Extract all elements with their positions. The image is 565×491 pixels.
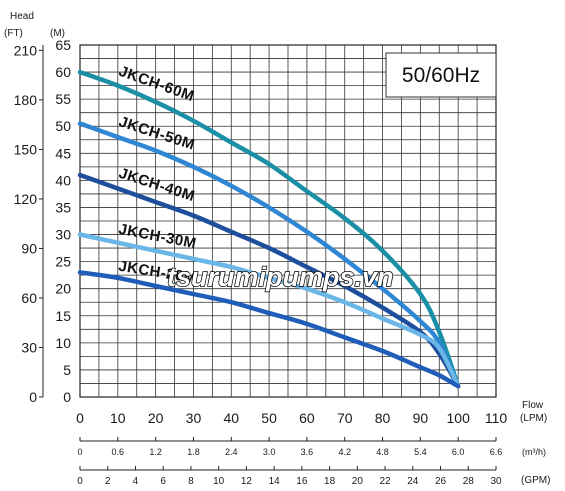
x-tick-label-lpm: 10 <box>110 410 126 426</box>
gpm-tick-label: 26 <box>435 476 447 487</box>
y-tick-label-m: 30 <box>55 227 71 243</box>
x-tick-label-lpm: 110 <box>485 410 508 426</box>
gpm-tick-label: 30 <box>490 476 502 487</box>
gpm-tick-label: 0 <box>77 476 83 487</box>
y-tick-label-m: 55 <box>55 91 71 107</box>
m3h-tick-label: 5.4 <box>414 447 427 457</box>
gpm-tick-label: 16 <box>296 476 308 487</box>
x-tick-label-lpm: 40 <box>223 410 239 426</box>
x-tick-label-lpm: 50 <box>261 410 277 426</box>
y-tick-label-ft: 180 <box>14 92 38 108</box>
x-tick-label-lpm: 60 <box>299 410 315 426</box>
y-tick-label-ft: 60 <box>21 290 37 306</box>
gpm-tick-label: 4 <box>133 476 139 487</box>
m3h-axis-unit: (m³/h) <box>522 447 546 457</box>
performance-curves <box>77 69 461 389</box>
y-tick-label-ft: 90 <box>21 240 37 256</box>
y-tick-label-m: 65 <box>55 37 71 53</box>
m3h-tick-label: 2.4 <box>225 447 238 457</box>
gpm-tick-label: 2 <box>105 476 111 487</box>
y-tick-label-m: 20 <box>55 281 71 297</box>
y-tick-label-m: 40 <box>55 172 71 188</box>
gpm-tick-label: 10 <box>213 476 225 487</box>
y-tick-label-m: 60 <box>55 64 71 80</box>
m3h-tick-label: 1.8 <box>187 447 200 457</box>
frequency-badge: 50/60Hz <box>402 64 480 87</box>
y-tick-label-m: 5 <box>63 362 71 378</box>
gpm-tick-label: 8 <box>188 476 194 487</box>
x-tick-label-lpm: 30 <box>186 410 202 426</box>
gpm-tick-label: 12 <box>241 476 253 487</box>
gpm-axis-unit: (GPM) <box>521 475 550 486</box>
y-tick-label-m: 25 <box>55 254 71 270</box>
m3h-tick-label: 6.6 <box>490 447 503 457</box>
y-axis-header: Head <box>10 11 34 22</box>
gpm-tick-label: 6 <box>160 476 166 487</box>
m3h-tick-label: 4.2 <box>338 447 351 457</box>
y-tick-label-ft: 0 <box>29 389 37 405</box>
y-tick-label-m: 50 <box>55 118 71 134</box>
m3h-tick-label: 4.8 <box>376 447 389 457</box>
y-tick-label-ft: 120 <box>14 191 38 207</box>
gpm-tick-label: 20 <box>352 476 364 487</box>
gpm-tick-label: 14 <box>269 476 281 487</box>
y-tick-label-m: 0 <box>63 389 71 405</box>
y-tick-label-m: 10 <box>55 335 71 351</box>
x-tick-label-lpm: 70 <box>337 410 353 426</box>
m3h-tick-label: 3.6 <box>301 447 314 457</box>
y-tick-label-ft: 30 <box>21 339 37 355</box>
m3h-tick-label: 6.0 <box>452 447 465 457</box>
x-tick-label-lpm: 20 <box>148 410 164 426</box>
y-axis-unit-m: (M) <box>50 28 65 39</box>
y-tick-label-m: 15 <box>55 308 71 324</box>
gpm-tick-label: 22 <box>380 476 392 487</box>
x-axis-label: Flow <box>522 400 544 411</box>
m3h-tick-label: 3.0 <box>263 447 276 457</box>
x-tick-label-lpm: 80 <box>375 410 391 426</box>
gpm-tick-label: 28 <box>463 476 475 487</box>
curve-jkch60m <box>77 69 461 389</box>
y-tick-label-ft: 150 <box>14 141 38 157</box>
gpm-tick-label: 18 <box>324 476 336 487</box>
y-axis-unit-ft: (FT) <box>4 28 23 39</box>
x-axis-unit: (LPM) <box>520 413 547 424</box>
y-tick-label-m: 45 <box>55 145 71 161</box>
y-tick-label-ft: 210 <box>14 42 38 58</box>
m3h-tick-label: 0 <box>77 447 82 457</box>
curve-jkch50m <box>77 121 461 389</box>
frequency-badge-box <box>385 52 497 98</box>
m3h-tick-label: 0.6 <box>112 447 125 457</box>
x-tick-label-lpm: 0 <box>76 410 84 426</box>
watermark: tsurumipumps.vn <box>167 262 394 292</box>
axes: 0510152025303540455055606503060901201501… <box>14 37 508 487</box>
curve-jkch20m <box>77 270 461 389</box>
x-tick-label-lpm: 90 <box>413 410 429 426</box>
x-tick-label-lpm: 100 <box>447 410 471 426</box>
m3h-tick-label: 1.2 <box>149 447 162 457</box>
gpm-tick-label: 24 <box>407 476 419 487</box>
y-tick-label-m: 35 <box>55 199 71 215</box>
grid <box>79 44 497 398</box>
curve-jkch30m <box>77 232 461 389</box>
